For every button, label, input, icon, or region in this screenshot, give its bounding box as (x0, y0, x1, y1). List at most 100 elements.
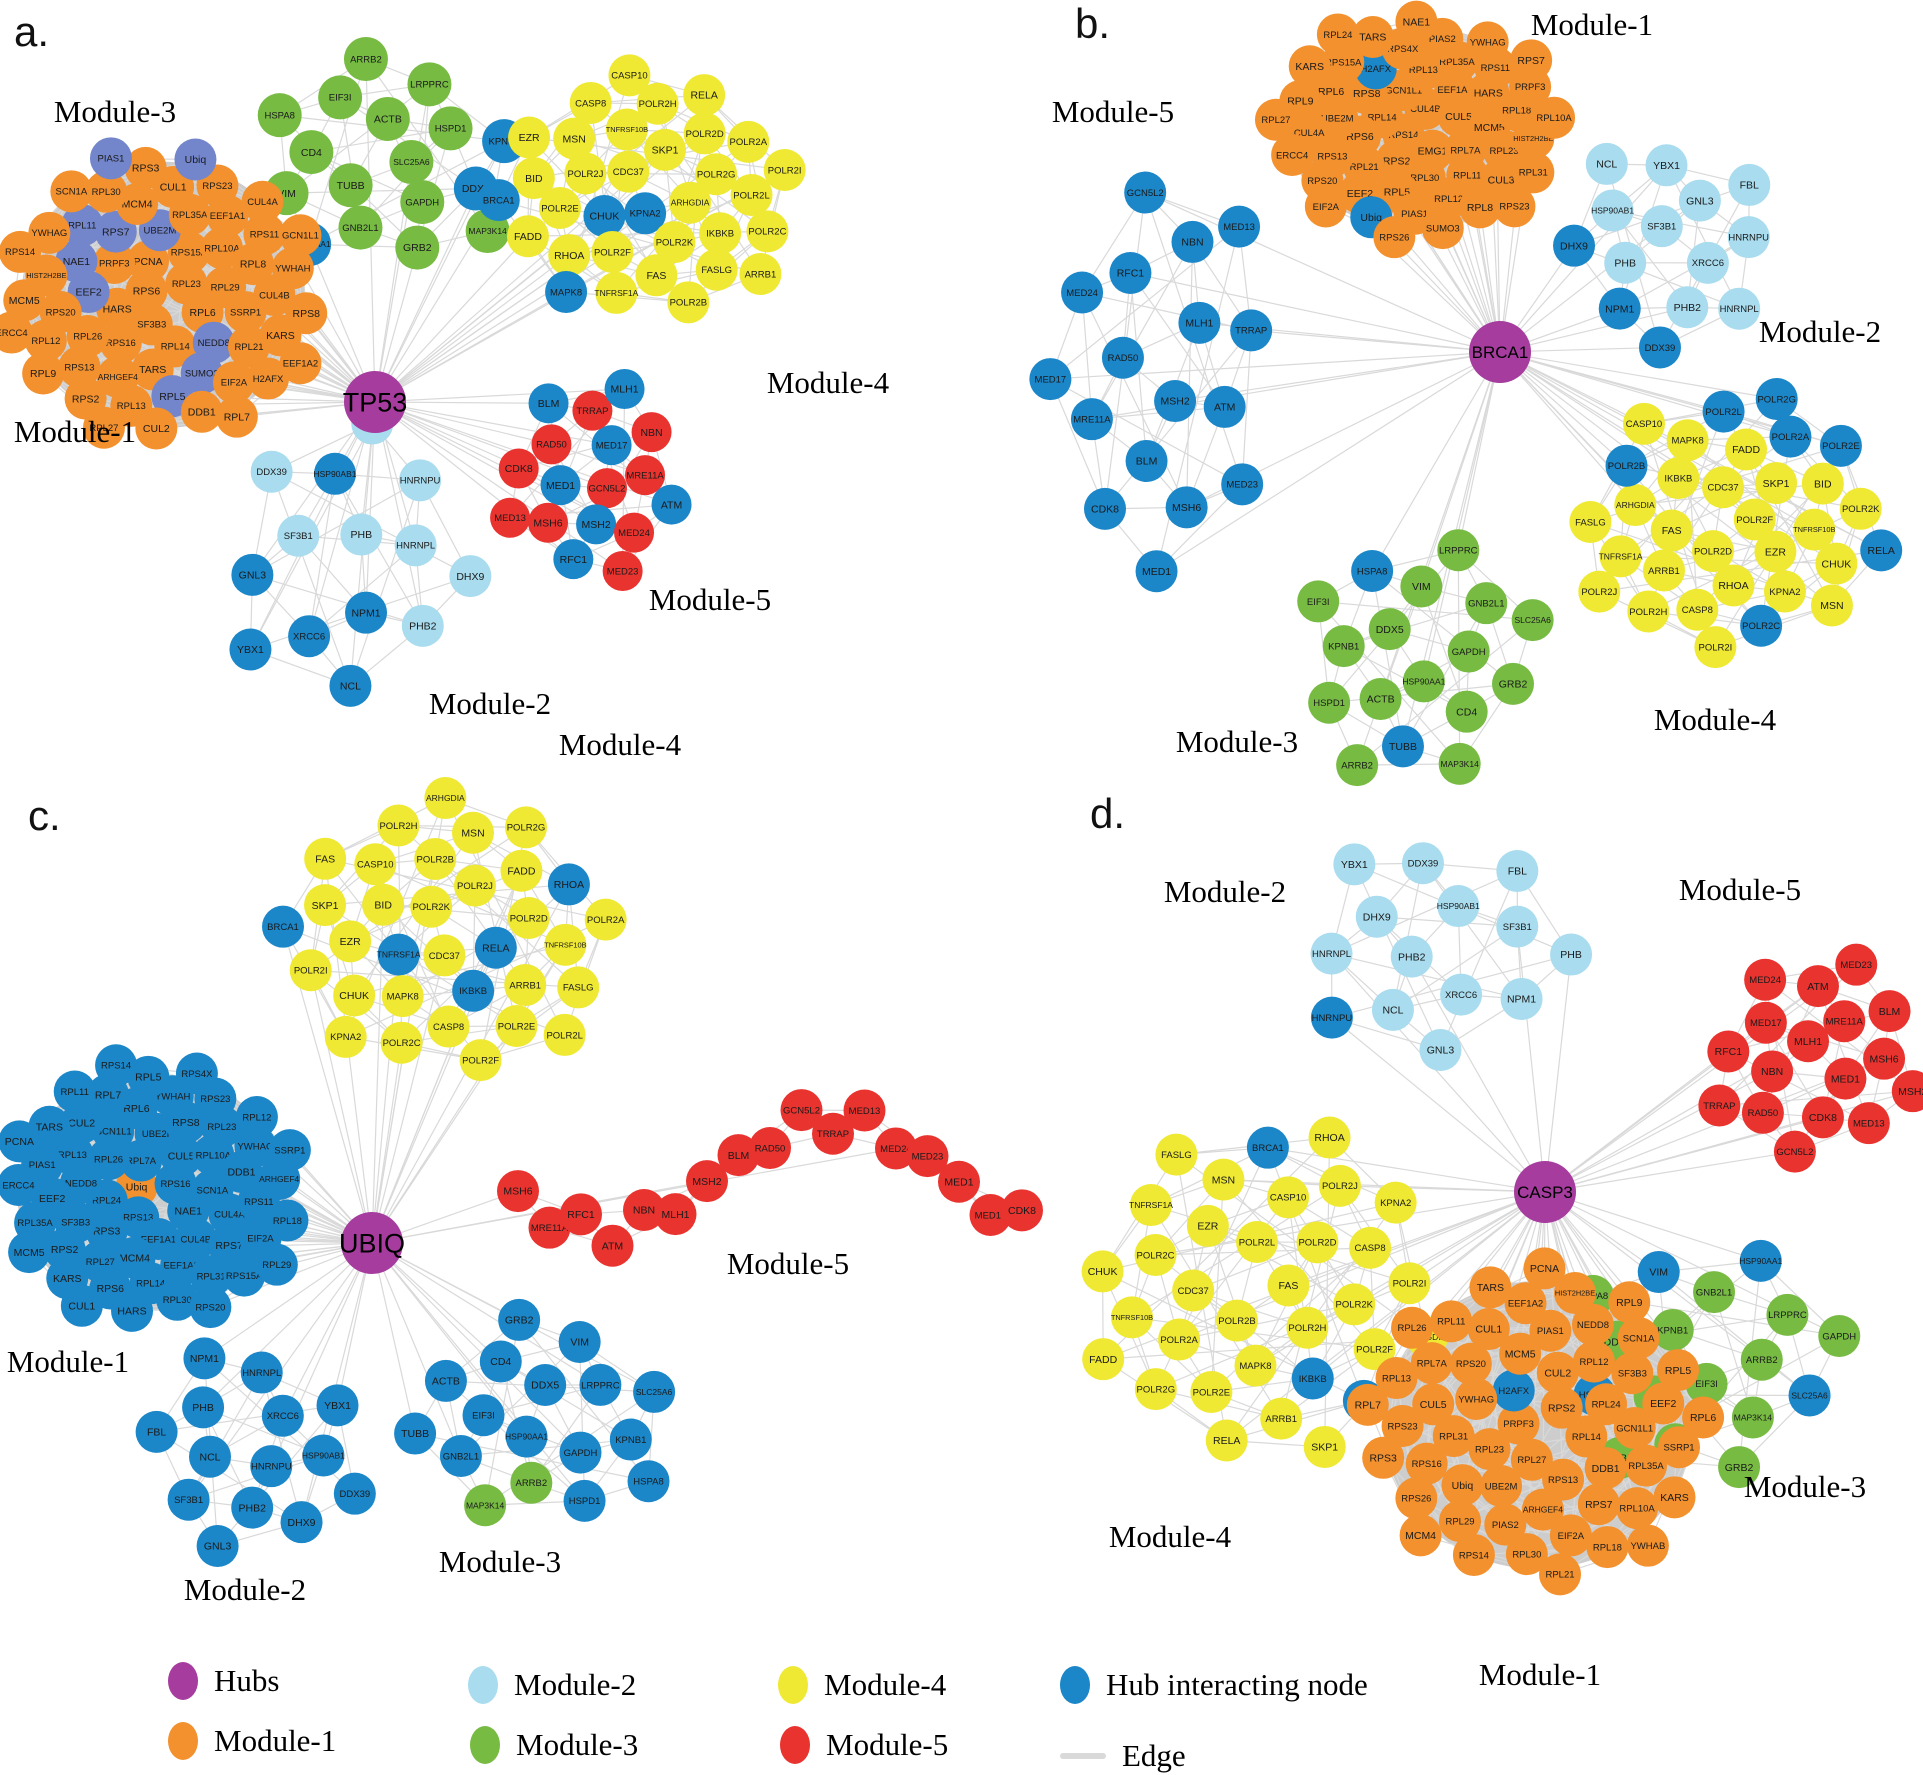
network-node[interactable]: RHOA (1308, 1116, 1351, 1159)
network-node[interactable]: CASP10 (1623, 402, 1666, 445)
network-node[interactable]: BID (512, 157, 555, 200)
network-node[interactable]: LRPPRC (1766, 1293, 1809, 1336)
network-node[interactable]: BLM (528, 383, 569, 424)
network-node[interactable]: POLR2B (1215, 1299, 1258, 1342)
network-node[interactable]: MED17 (1029, 358, 1072, 401)
network-node[interactable]: RPL10A (1616, 1487, 1659, 1530)
network-node[interactable]: PHB (182, 1386, 225, 1429)
network-node[interactable]: RPL29 (1439, 1500, 1482, 1543)
network-node[interactable]: GNL3 (196, 1525, 239, 1568)
network-node[interactable]: EEF1A2 (279, 342, 322, 385)
network-node[interactable]: MED24 (1061, 271, 1104, 314)
network-node[interactable]: CUL2 (1536, 1351, 1579, 1394)
network-node[interactable]: MED24 (1744, 958, 1787, 1001)
network-node[interactable]: CUL5 (1412, 1383, 1455, 1426)
network-node[interactable]: RPS7 (1510, 39, 1553, 82)
network-node[interactable]: MED1 (1824, 1057, 1867, 1100)
network-node[interactable]: POLR2G (1755, 378, 1798, 421)
network-node[interactable]: HIST2H2BE (1554, 1271, 1597, 1314)
network-node[interactable]: MLH1 (654, 1193, 697, 1236)
network-node[interactable]: RPL23 (1468, 1428, 1511, 1471)
network-node[interactable]: FASLG (1569, 500, 1612, 543)
network-node[interactable]: ACTB (365, 96, 410, 141)
network-node[interactable]: RFC1 (560, 1193, 602, 1236)
network-node[interactable]: HSPA8 (627, 1460, 670, 1503)
network-node[interactable]: RPL27 (1510, 1438, 1553, 1481)
network-node[interactable]: BRCA1 (262, 905, 305, 948)
network-node[interactable]: SSRP1 (268, 1129, 311, 1172)
network-node[interactable]: BRCA1 (1246, 1126, 1289, 1169)
network-node[interactable]: FAS (304, 837, 347, 880)
network-node[interactable]: ARHGDIA (1614, 484, 1657, 527)
network-node[interactable]: POLR2K (653, 221, 696, 264)
network-node[interactable]: GCN5L2 (780, 1089, 823, 1132)
network-node[interactable]: MSH2 (1154, 380, 1197, 423)
network-node[interactable]: RPS3 (124, 146, 167, 189)
network-node[interactable]: MED24 (614, 512, 655, 553)
network-node[interactable]: VIM (1400, 565, 1443, 608)
network-node[interactable]: HNRNPU (1310, 996, 1353, 1039)
network-node[interactable]: BID (362, 883, 405, 926)
network-node[interactable]: RPL27 (82, 406, 125, 449)
network-node[interactable]: PHB (340, 513, 383, 556)
network-node[interactable]: FADD (500, 849, 543, 892)
network-node[interactable]: KPNB1 (1651, 1308, 1694, 1351)
network-node[interactable]: POLR2I (1694, 626, 1737, 669)
network-node[interactable]: POLR2K (1333, 1283, 1376, 1326)
network-node[interactable]: IKBKB (1657, 457, 1700, 500)
network-node[interactable]: GNL3 (1419, 1029, 1462, 1072)
network-node[interactable]: TUBB (328, 163, 373, 208)
network-node[interactable]: FASLG (695, 248, 738, 291)
network-node[interactable]: RPS2 (1540, 1386, 1583, 1429)
network-node[interactable]: MED23 (1221, 463, 1264, 506)
network-node[interactable]: RPL5 (127, 1055, 170, 1098)
network-node[interactable]: RPL12 (235, 1095, 278, 1138)
network-node[interactable]: RHOA (548, 234, 591, 277)
network-node[interactable]: MAP3K14 (1438, 742, 1481, 785)
network-node[interactable]: POLR2I (1388, 1262, 1431, 1305)
network-node[interactable]: CDC37 (1172, 1269, 1215, 1312)
network-node[interactable]: SCN1A (50, 170, 93, 213)
network-node[interactable]: EEF2 (1642, 1382, 1685, 1425)
network-node[interactable]: POLR2E (1190, 1371, 1233, 1414)
network-node[interactable]: NCL (189, 1435, 232, 1478)
network-node[interactable]: RPS15A (167, 231, 210, 274)
network-node[interactable]: GNB2L1 (439, 1435, 482, 1478)
network-node[interactable]: MED17 (969, 1194, 1012, 1237)
network-node[interactable]: FAS (1267, 1264, 1310, 1307)
network-node[interactable]: CASP8 (569, 81, 612, 124)
network-node[interactable]: SKP1 (1755, 462, 1798, 505)
network-node[interactable]: RFC1 (1109, 251, 1152, 294)
network-node[interactable]: PHB2 (231, 1486, 274, 1529)
network-node[interactable]: CHUK (1081, 1250, 1124, 1293)
network-node[interactable]: KARS (1653, 1476, 1696, 1519)
network-node[interactable]: GCN1L1 (279, 214, 322, 257)
network-node[interactable]: RELA (683, 74, 726, 117)
network-node[interactable]: DDX5 (1368, 608, 1411, 651)
network-node[interactable]: YBX1 (229, 628, 272, 671)
network-node[interactable]: PHB2 (1666, 286, 1709, 329)
network-node[interactable]: GRB2 (1718, 1446, 1761, 1489)
network-node[interactable]: RPS23 (1381, 1404, 1424, 1447)
hub-node[interactable]: BRCA1 (1469, 321, 1531, 383)
network-node[interactable]: HSP90AB1 (1437, 885, 1480, 928)
network-node[interactable]: YBX1 (1645, 144, 1688, 187)
network-node[interactable]: NCL (329, 664, 372, 707)
network-node[interactable]: RPL31 (1432, 1415, 1475, 1458)
network-node[interactable]: CD4 (289, 130, 334, 175)
network-node[interactable]: GRB2 (395, 225, 440, 270)
network-node[interactable]: POLR2B (414, 837, 457, 880)
network-node[interactable]: CDK8 (1083, 487, 1126, 530)
network-node[interactable]: DDX39 (333, 1472, 376, 1515)
network-node[interactable]: POLR2F (1353, 1328, 1396, 1371)
network-node[interactable]: YBX1 (1333, 843, 1376, 886)
network-node[interactable]: POLR2C (1134, 1234, 1177, 1277)
network-node[interactable]: HARS (111, 1289, 154, 1332)
network-node[interactable]: ARRB2 (1740, 1338, 1783, 1381)
network-node[interactable]: MED1 (938, 1160, 980, 1203)
network-node[interactable]: HNRNPL (394, 524, 437, 567)
network-node[interactable]: CHUK (333, 974, 376, 1017)
network-node[interactable]: KPNB1 (1322, 625, 1365, 668)
network-node[interactable]: FBL (1496, 850, 1539, 893)
network-node[interactable]: POLR2J (1578, 570, 1621, 613)
